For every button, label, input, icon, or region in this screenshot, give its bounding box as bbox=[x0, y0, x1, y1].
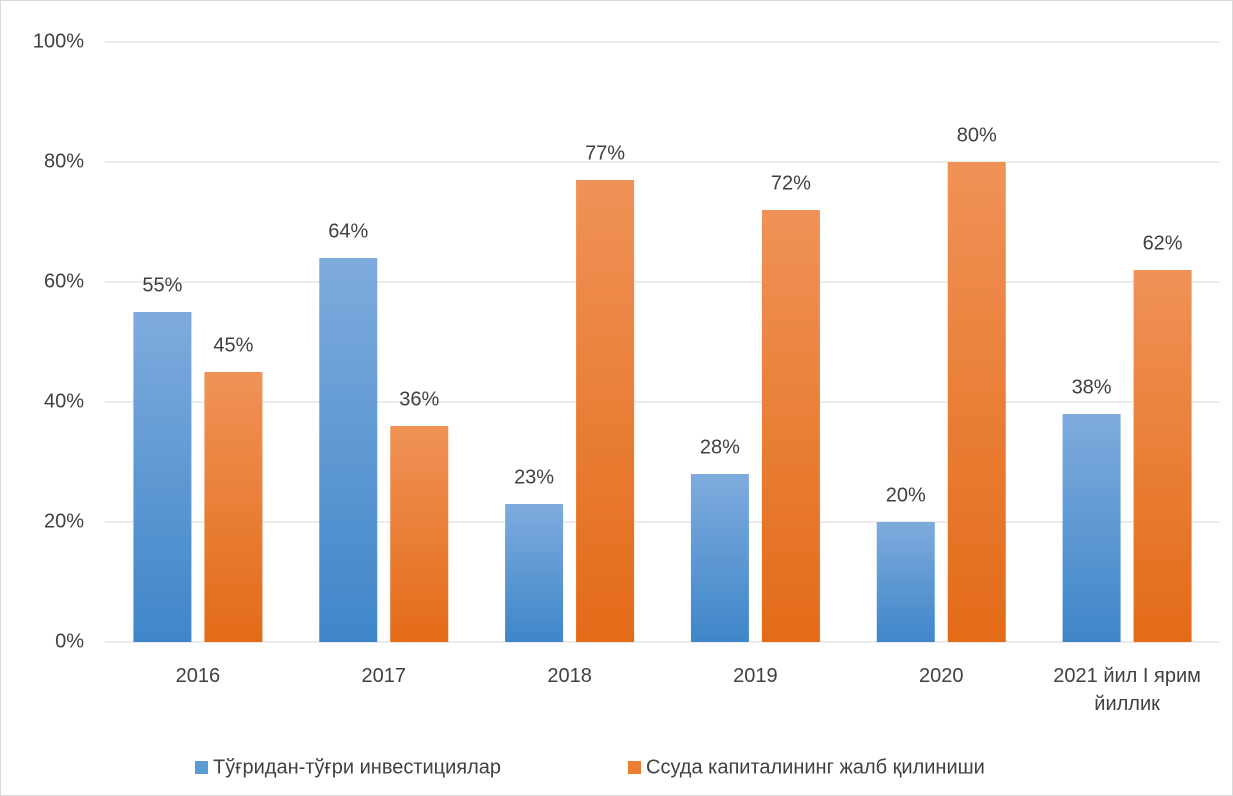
data-label: 28% bbox=[700, 436, 740, 458]
bar bbox=[690, 474, 749, 642]
x-tick-label: 2021 йил I ярим йиллик bbox=[1053, 665, 1201, 715]
legend-swatch bbox=[628, 761, 641, 774]
data-label: 64% bbox=[328, 220, 368, 242]
x-tick-label: 2018 bbox=[547, 665, 592, 687]
y-tick-label: 80% bbox=[44, 150, 84, 172]
legend-label: Ссуда капиталининг жалб қилиниши bbox=[646, 756, 985, 778]
bar bbox=[390, 426, 449, 642]
y-tick-label: 40% bbox=[44, 390, 84, 412]
y-tick-label: 100% bbox=[33, 30, 84, 52]
data-label: 36% bbox=[399, 388, 439, 410]
bar bbox=[204, 372, 263, 642]
x-tick-label: 2020 bbox=[919, 665, 964, 687]
bar bbox=[1133, 270, 1192, 642]
y-tick-label: 60% bbox=[44, 270, 84, 292]
data-label: 80% bbox=[957, 124, 997, 146]
bar bbox=[319, 258, 378, 642]
x-tick-label: 2016 bbox=[175, 665, 221, 687]
legend-label: Тўғридан-тўғри инвестициялар bbox=[213, 756, 501, 778]
legend-swatch bbox=[195, 761, 208, 774]
x-tick-label: 2019 bbox=[733, 665, 778, 687]
data-label: 38% bbox=[1072, 376, 1112, 398]
data-label: 45% bbox=[213, 334, 253, 356]
data-label: 77% bbox=[585, 142, 625, 164]
bar bbox=[761, 210, 820, 642]
bar bbox=[576, 180, 635, 642]
data-label: 62% bbox=[1143, 232, 1183, 254]
bar bbox=[505, 504, 564, 642]
bar bbox=[876, 522, 935, 642]
x-tick-label: 2017 bbox=[361, 665, 407, 687]
bar bbox=[133, 312, 192, 642]
data-label: 20% bbox=[886, 484, 926, 506]
bar bbox=[947, 162, 1006, 642]
data-label: 72% bbox=[771, 172, 811, 194]
data-label: 55% bbox=[142, 274, 182, 296]
bar bbox=[1062, 414, 1121, 642]
y-tick-label: 20% bbox=[44, 510, 84, 532]
data-label: 23% bbox=[514, 466, 554, 488]
y-tick-label: 0% bbox=[55, 630, 84, 652]
